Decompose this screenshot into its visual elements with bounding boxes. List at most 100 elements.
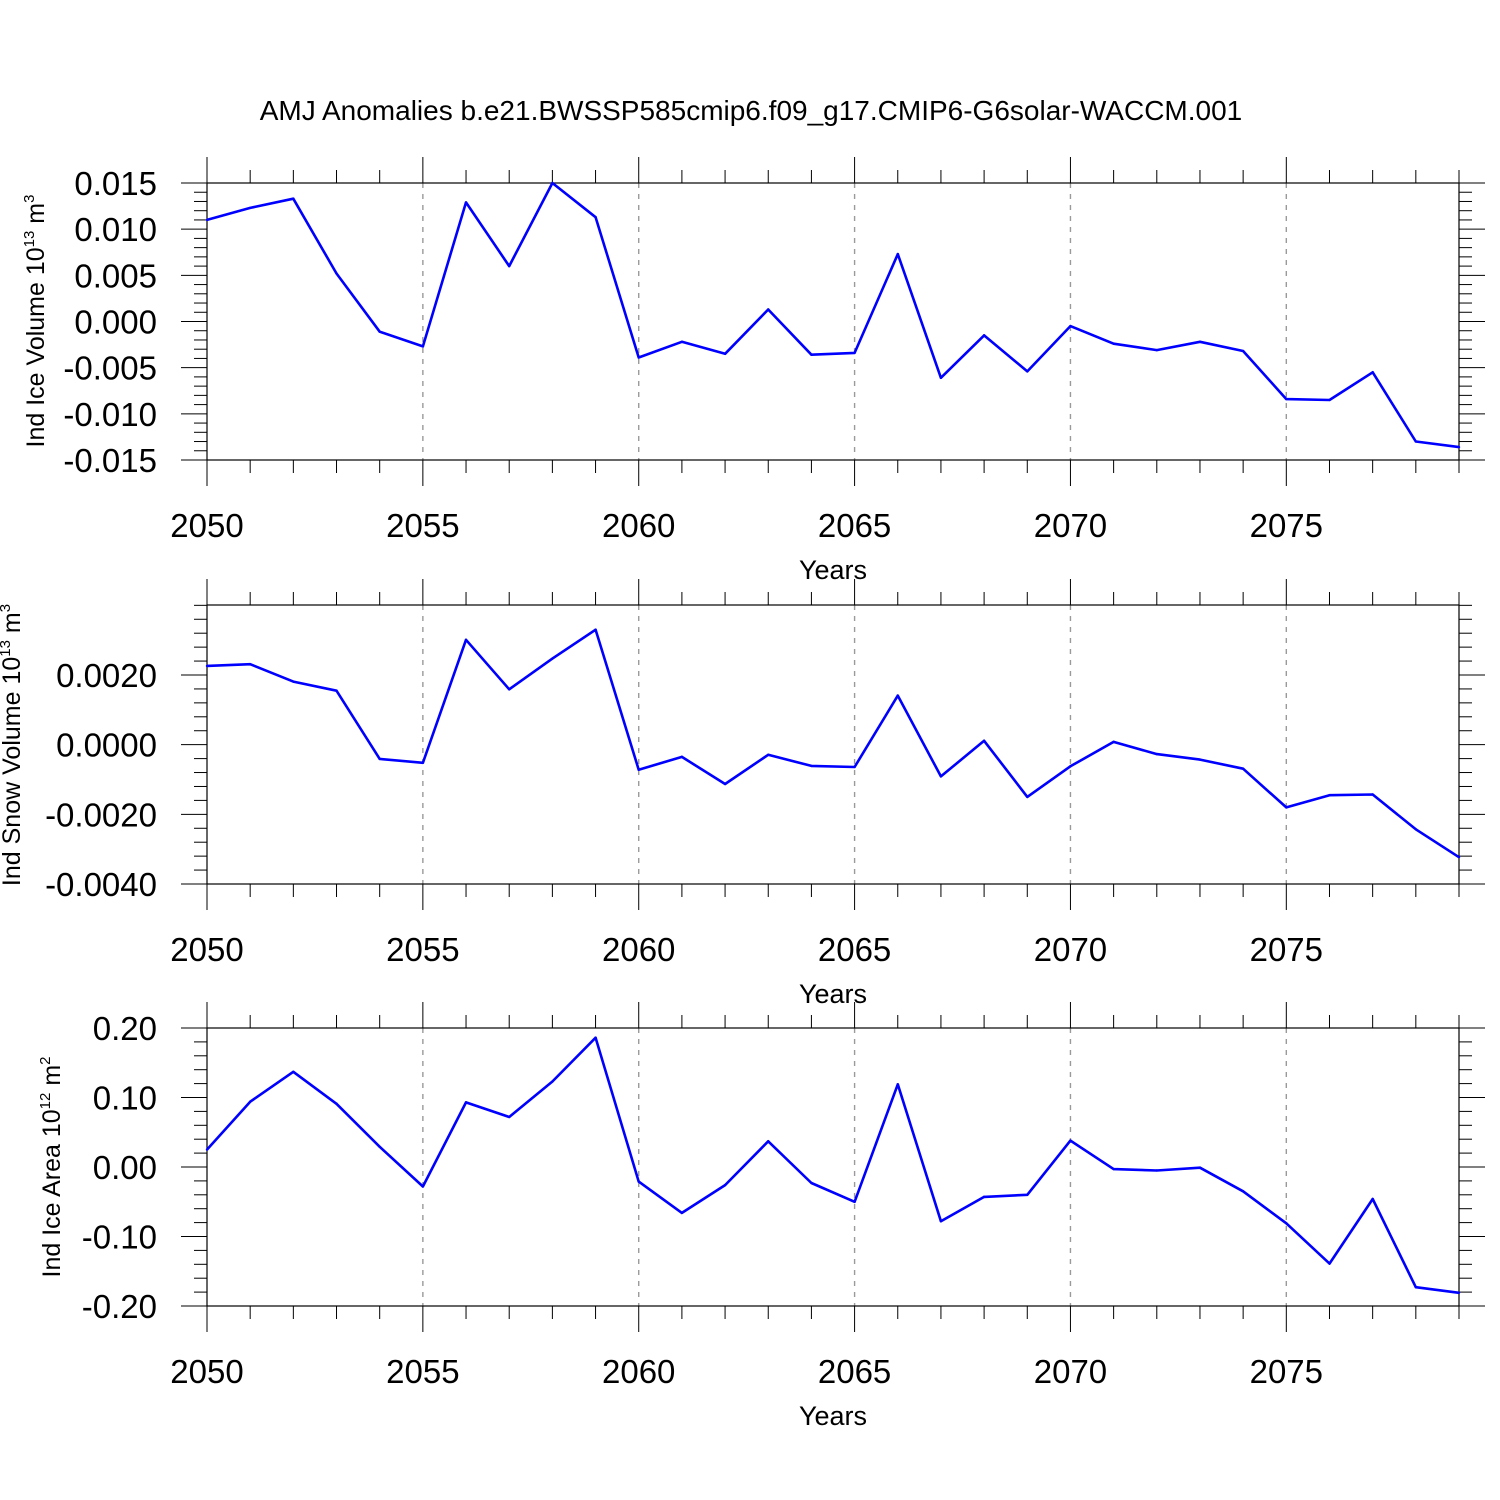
data-point — [1328, 793, 1331, 797]
x-tick-label: 2070 — [1034, 1353, 1107, 1390]
y-tick-label: 0.015 — [74, 165, 157, 202]
data-point — [680, 340, 684, 344]
data-point — [378, 330, 381, 333]
x-tick-label: 2050 — [170, 1353, 243, 1390]
data-point — [421, 1185, 425, 1188]
chart-panel-1: 2050 2055 2060 2065 2070 2075 0.015 0.010 0.005 0… — [21, 157, 1485, 585]
data-point — [982, 334, 986, 337]
data-point — [1069, 1139, 1072, 1142]
data-point — [896, 694, 899, 697]
data-point — [1241, 767, 1245, 770]
y-tick-label: 0.0000 — [56, 727, 157, 764]
y-tick-label: -0.0020 — [45, 796, 157, 833]
data-point — [1112, 740, 1115, 744]
x-tick-label: 2050 — [170, 507, 243, 544]
data-point — [1026, 370, 1029, 373]
data-point — [680, 1211, 684, 1215]
data-point — [205, 1148, 209, 1151]
data-point — [853, 1200, 856, 1203]
y-tick-label: -0.015 — [63, 442, 157, 479]
data-point — [680, 755, 684, 759]
data-point — [1414, 828, 1418, 831]
y-tick-label: 0.005 — [74, 257, 157, 294]
y-axis-label: Ind Ice Area 1012 m2 — [37, 1057, 66, 1278]
y-axis-label: Ind Snow Volume 1013 m3 — [0, 604, 26, 886]
data-point — [1457, 1291, 1461, 1294]
data-point — [1414, 1286, 1418, 1289]
data-series-line — [206, 181, 1460, 449]
data-point — [292, 1070, 295, 1073]
data-point — [939, 376, 943, 380]
data-point — [810, 353, 813, 356]
data-point — [1414, 440, 1418, 443]
x-tick-label: 2075 — [1250, 1353, 1323, 1390]
data-point — [1285, 806, 1288, 809]
x-tick-label: 2055 — [386, 507, 459, 544]
x-tick-label: 2070 — [1034, 931, 1107, 968]
data-point — [1328, 1262, 1331, 1265]
data-point — [205, 218, 209, 222]
data-series-line — [206, 1036, 1460, 1295]
data-point — [292, 680, 295, 683]
data-point — [1069, 765, 1072, 768]
data-point — [378, 757, 381, 761]
plot-frame — [206, 604, 1460, 885]
data-point — [551, 1080, 554, 1083]
data-point — [248, 206, 252, 210]
y-tick-label: 0.10 — [93, 1080, 157, 1117]
x-tick-label: 2065 — [818, 1353, 891, 1390]
data-point — [1155, 752, 1158, 756]
x-tick-label: 2075 — [1250, 507, 1323, 544]
data-point — [810, 1181, 813, 1185]
data-point — [1112, 342, 1115, 345]
x-axis-label: Years — [799, 1401, 867, 1431]
data-point — [1198, 340, 1202, 344]
data-point — [1285, 397, 1288, 401]
data-point — [982, 739, 986, 743]
data-point — [1026, 795, 1029, 799]
data-point — [1285, 1222, 1288, 1225]
data-point — [508, 688, 511, 691]
data-point — [723, 352, 727, 356]
data-point — [508, 264, 511, 268]
data-point — [1026, 1193, 1029, 1197]
y-tick-label: 0.00 — [93, 1149, 157, 1186]
y-tick-label: 0.000 — [74, 304, 157, 341]
data-point — [551, 181, 554, 185]
x-tick-label: 2075 — [1250, 931, 1323, 968]
data-point — [594, 1036, 597, 1039]
data-point — [896, 252, 899, 256]
data-point — [551, 657, 554, 660]
data-point — [767, 1140, 770, 1143]
x-tick-label: 2065 — [818, 507, 891, 544]
data-point — [1241, 349, 1245, 353]
plot-frame — [206, 1027, 1460, 1307]
data-point — [637, 356, 640, 359]
data-point — [853, 351, 856, 355]
x-axis-label: Years — [799, 555, 867, 585]
data-point — [1371, 793, 1374, 796]
data-point — [1155, 1169, 1158, 1172]
data-point — [594, 628, 597, 631]
data-point — [248, 663, 252, 666]
y-tick-label: 0.010 — [74, 211, 157, 248]
x-tick-label: 2050 — [170, 931, 243, 968]
data-point — [723, 782, 727, 786]
x-tick-label: 2065 — [818, 931, 891, 968]
data-point — [594, 215, 597, 219]
data-point — [853, 765, 856, 769]
data-point — [939, 1220, 943, 1223]
x-tick-label: 2055 — [386, 1353, 459, 1390]
x-tick-label: 2055 — [386, 931, 459, 968]
data-point — [205, 664, 209, 668]
data-point — [464, 1101, 468, 1104]
y-tick-label: -0.010 — [63, 396, 157, 433]
data-point — [1371, 1197, 1374, 1201]
x-tick-label: 2060 — [602, 1353, 675, 1390]
data-point — [1069, 324, 1072, 328]
data-point — [464, 638, 468, 642]
data-point — [248, 1100, 252, 1103]
y-tick-label: 0.0020 — [56, 657, 157, 694]
data-point — [1371, 371, 1374, 374]
